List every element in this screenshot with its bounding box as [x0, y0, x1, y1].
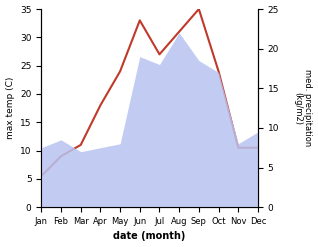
Y-axis label: max temp (C): max temp (C): [5, 77, 15, 139]
X-axis label: date (month): date (month): [114, 231, 186, 242]
Y-axis label: med. precipitation
(kg/m2): med. precipitation (kg/m2): [293, 69, 313, 147]
